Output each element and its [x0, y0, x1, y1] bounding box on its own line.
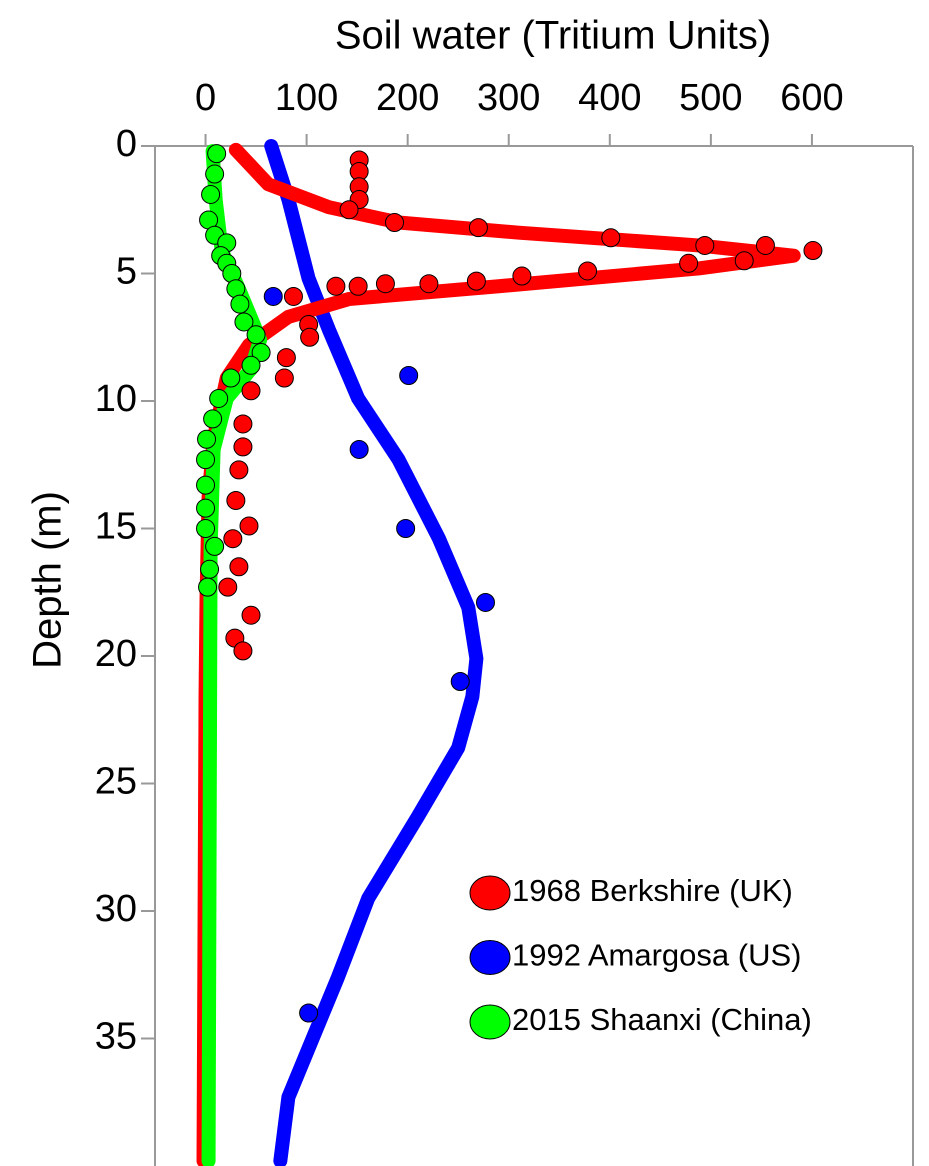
data-point: [419, 274, 439, 294]
legend-label: 1968 Berkshire (UK): [512, 873, 793, 908]
data-point: [203, 409, 223, 429]
y-tick-label: 5: [116, 251, 137, 293]
data-point: [385, 213, 405, 232]
data-point: [512, 266, 532, 286]
data-point: [263, 286, 283, 306]
data-point: [679, 253, 699, 273]
data-point: [241, 381, 261, 401]
data-point: [695, 235, 715, 255]
data-point: [349, 439, 369, 459]
x-tick-label: 200: [376, 77, 439, 119]
data-point: [198, 577, 218, 597]
data-point: [239, 516, 259, 536]
y-tick-label: 15: [95, 506, 137, 548]
data-point: [209, 388, 229, 408]
data-point: [201, 184, 221, 204]
y-tick-label: 25: [95, 761, 137, 803]
data-point: [196, 519, 216, 538]
y-tick-label: 0: [116, 123, 137, 165]
y-tick-label: 30: [95, 888, 137, 930]
data-point: [396, 519, 416, 538]
x-tick-label: 600: [780, 77, 843, 119]
x-tick-label: 300: [477, 77, 540, 119]
data-point: [276, 348, 296, 368]
data-point: [755, 235, 775, 255]
data-point: [299, 1003, 319, 1023]
data-point: [200, 559, 220, 579]
data-point: [226, 490, 246, 510]
data-point: [241, 355, 261, 375]
data-point: [205, 536, 225, 556]
data-point: [339, 200, 359, 220]
data-point: [205, 164, 225, 184]
y-tick-label: 10: [95, 378, 137, 420]
data-point: [234, 312, 254, 332]
data-point: [326, 276, 346, 296]
data-point: [229, 557, 249, 577]
data-point: [218, 577, 238, 597]
data-point: [196, 450, 216, 470]
data-point: [468, 218, 488, 238]
legend-marker: [469, 1004, 511, 1040]
x-tick-label: 500: [679, 77, 742, 119]
chart-title: Soil water (Tritium Units): [335, 14, 771, 58]
legend-marker: [469, 875, 511, 911]
data-point: [241, 605, 261, 625]
y-tick-label: 20: [95, 633, 137, 675]
y-tick-label: 35: [95, 1016, 137, 1058]
data-point: [375, 274, 395, 294]
data-point: [466, 271, 486, 291]
x-tick-label: 400: [578, 77, 641, 119]
legend-label: 1992 Amargosa (US): [512, 938, 801, 973]
data-point: [223, 529, 243, 549]
data-point: [197, 429, 217, 449]
data-point: [230, 294, 250, 314]
data-point: [196, 498, 216, 518]
data-point: [274, 368, 294, 388]
x-tick-label: 100: [275, 77, 338, 119]
x-tick-label: 0: [195, 77, 216, 119]
legend-label: 2015 Shaanxi (China): [512, 1002, 812, 1037]
legend-marker: [469, 940, 511, 975]
data-point: [229, 460, 249, 480]
data-point: [221, 368, 241, 388]
data-point: [251, 343, 271, 363]
data-point: [450, 672, 470, 691]
data-point: [578, 261, 598, 281]
data-point: [233, 437, 253, 457]
data-point: [233, 641, 253, 661]
y-axis-title: Depth (m): [26, 491, 70, 669]
data-point: [207, 144, 227, 164]
data-point: [246, 325, 266, 345]
data-point: [399, 366, 419, 385]
data-point: [475, 592, 495, 612]
data-point: [233, 414, 253, 434]
data-point: [348, 276, 368, 296]
data-point: [734, 251, 754, 271]
data-point: [283, 286, 303, 306]
data-point: [803, 241, 823, 261]
data-point: [196, 475, 216, 495]
data-point: [300, 327, 320, 347]
data-point: [601, 228, 621, 248]
